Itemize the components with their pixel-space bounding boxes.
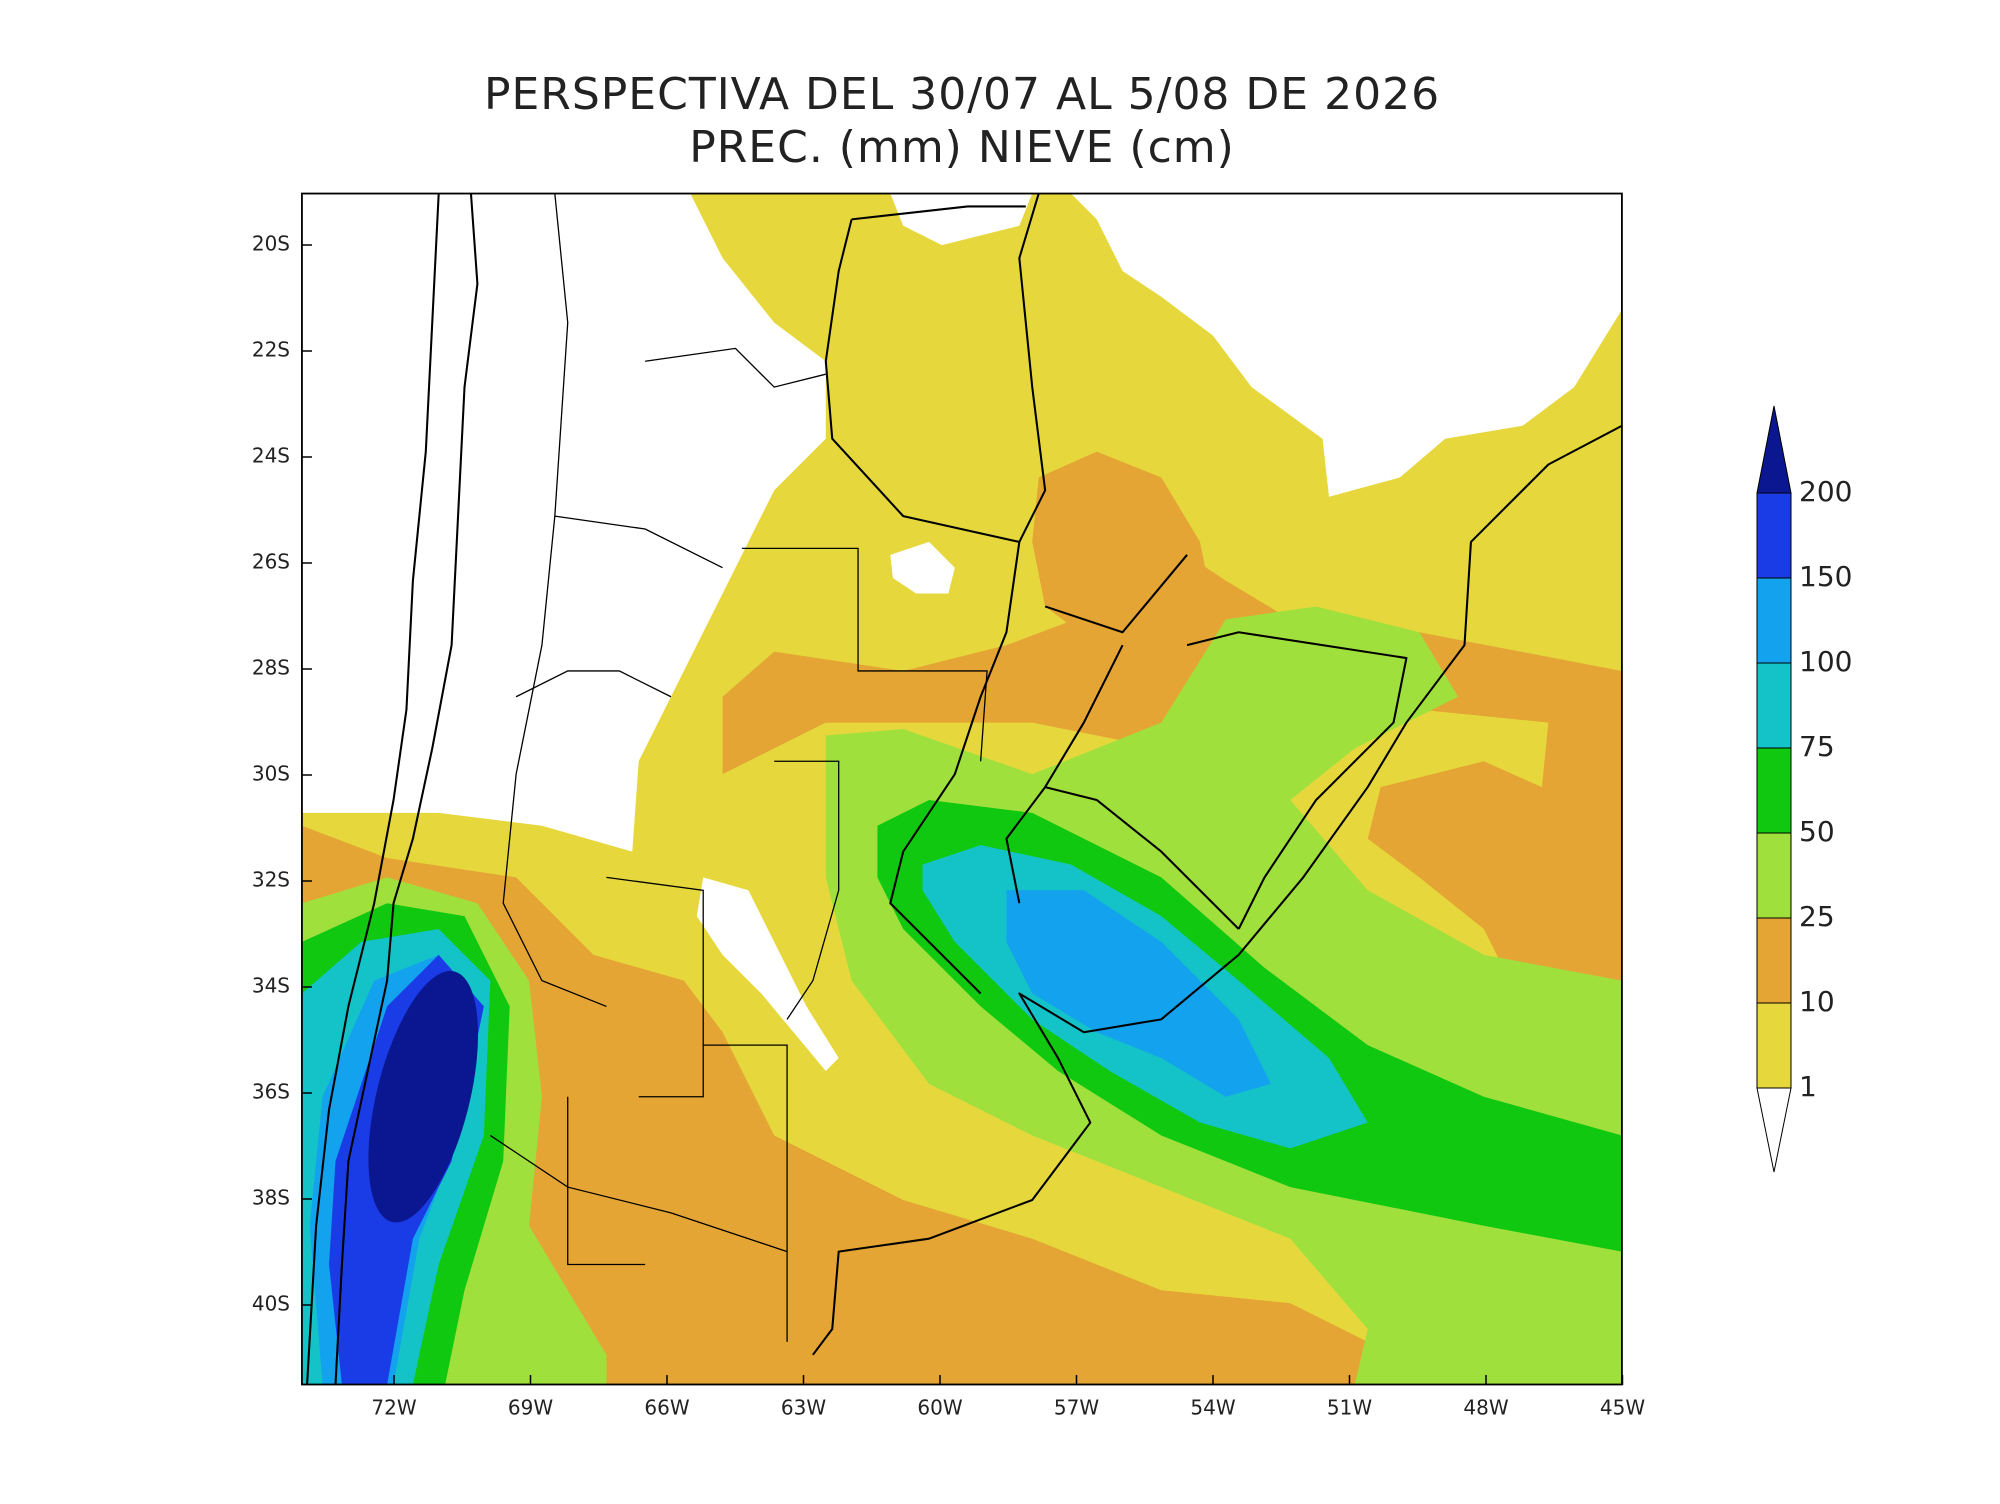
map-frame	[301, 192, 1623, 1386]
field-below-1	[301, 193, 826, 852]
legend-swatch	[1756, 1002, 1792, 1089]
lat-label: 36S	[252, 1080, 290, 1104]
legend-label: 150	[1799, 560, 1852, 593]
lon-label: 57W	[1054, 1396, 1099, 1420]
lat-label: 22S	[252, 338, 290, 362]
legend-swatch	[1756, 832, 1792, 919]
field-10-25	[1032, 451, 1213, 646]
axes: 20S 22S 24S 26S 28S 30S 32S 34S 36S 38S 40S 72W 69W 6…	[252, 232, 1645, 1420]
atlantic-coast	[812, 424, 1622, 1356]
field-above-200	[368, 971, 479, 1223]
field-below-1	[890, 541, 955, 594]
precip-field	[301, 193, 1622, 1385]
legend-label: 25	[1799, 900, 1835, 933]
lat-label: 30S	[252, 762, 290, 786]
legend-label: 75	[1799, 730, 1835, 763]
legend-arrow	[1756, 405, 1792, 494]
legend-label: 100	[1799, 645, 1852, 678]
lat-label: 28S	[252, 656, 290, 680]
lat-label: 32S	[252, 868, 290, 892]
national-border	[824, 193, 1408, 995]
legend: 200 150 100 75 50 25 10 1	[1756, 405, 1852, 1173]
field-below-1	[696, 877, 839, 1071]
lon-label: 51W	[1327, 1396, 1372, 1420]
andes-border	[334, 193, 479, 1385]
field-below-1	[1070, 193, 1622, 497]
field-100-150	[1006, 890, 1271, 1097]
legend-swatch	[1756, 577, 1792, 664]
lat-label: 20S	[252, 232, 290, 256]
lon-label: 48W	[1463, 1396, 1508, 1420]
lat-label: 34S	[252, 974, 290, 998]
lon-label: 54W	[1190, 1396, 1235, 1420]
province-border	[489, 193, 988, 1342]
legend-swatch	[1756, 917, 1792, 1004]
lon-label: 45W	[1600, 1396, 1645, 1420]
lat-label: 26S	[252, 550, 290, 574]
lon-label: 66W	[644, 1396, 689, 1420]
legend-label: 200	[1799, 475, 1852, 508]
legend-swatch	[1756, 662, 1792, 749]
lon-label: 72W	[371, 1396, 416, 1420]
pacific-coast	[306, 193, 440, 1385]
lat-label: 38S	[252, 1186, 290, 1210]
lon-label: 69W	[508, 1396, 553, 1420]
legend-label: 50	[1799, 815, 1835, 848]
title-line: PREC. (mm) NIEVE (cm)	[689, 122, 1235, 173]
legend-swatch	[1756, 492, 1792, 579]
title-line: PERSPECTIVA DEL 30/07 AL 5/08 DE 2026	[484, 69, 1440, 120]
legend-label: 10	[1799, 985, 1835, 1018]
lon-label: 63W	[781, 1396, 826, 1420]
legend-swatch	[1756, 747, 1792, 834]
lat-label: 24S	[252, 444, 290, 468]
legend-arrow	[1756, 1087, 1792, 1173]
lon-label: 60W	[917, 1396, 962, 1420]
legend-label: 1	[1799, 1070, 1817, 1103]
map	[301, 192, 1623, 1386]
lat-label: 40S	[252, 1292, 290, 1316]
